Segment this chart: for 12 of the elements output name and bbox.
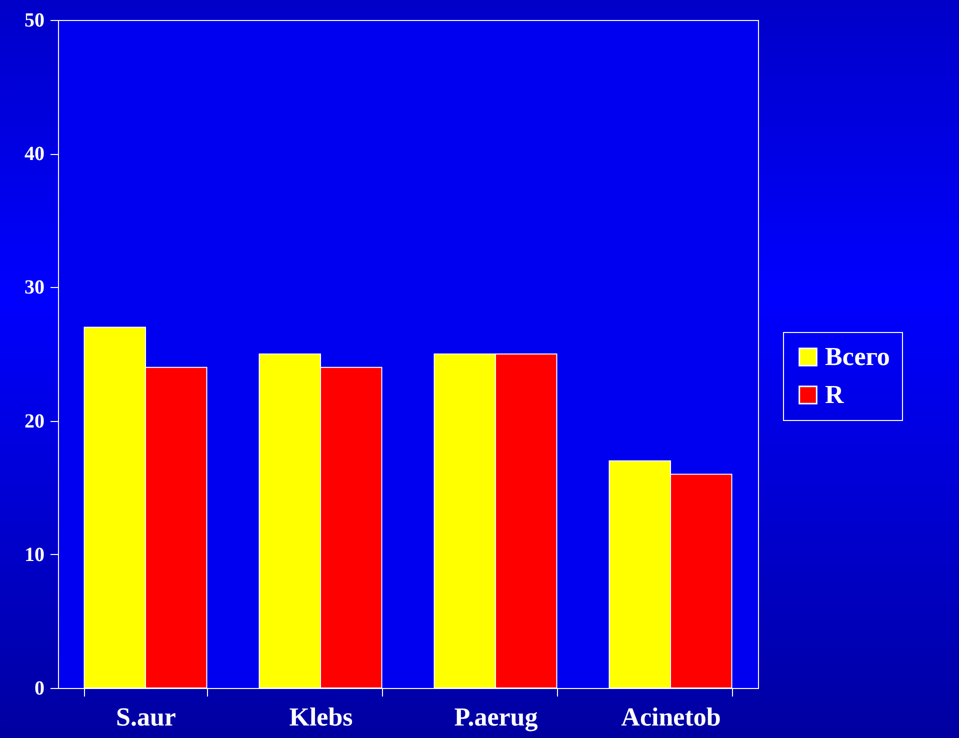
y-tick-label: 0 xyxy=(34,678,44,700)
y-tick-label: 40 xyxy=(24,143,44,166)
legend-label: Всего xyxy=(825,342,890,371)
legend-label: R xyxy=(825,380,844,409)
x-tick-label: S.aur xyxy=(116,702,176,732)
y-tick-label: 30 xyxy=(24,276,44,299)
x-tick-label: P.aerug xyxy=(454,702,538,732)
y-tick-label: 10 xyxy=(24,544,44,566)
x-tick-label: Acinetob xyxy=(621,702,721,732)
y-tick-label: 20 xyxy=(24,410,44,432)
y-tick-label: 50 xyxy=(24,10,44,32)
x-tick-label: Klebs xyxy=(289,702,353,732)
